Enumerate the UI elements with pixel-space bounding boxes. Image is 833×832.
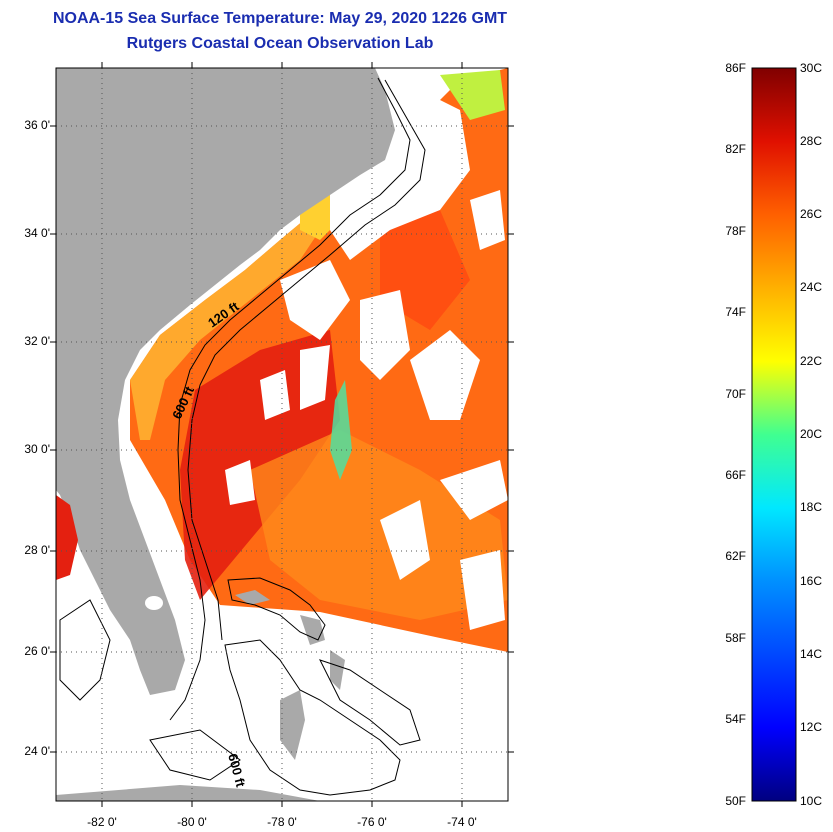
land-us-southeast [56,68,395,695]
lat-label-28: 28 0' [24,543,50,557]
cbar-c-28: 28C [800,134,823,148]
map-subtitle: Rutgers Coastal Ocean Observation Lab [126,35,434,52]
cbar-c-20: 20C [800,427,823,441]
cbar-f-74: 74F [725,305,746,319]
cbar-c-18: 18C [800,500,823,514]
cloud-cover [225,90,508,630]
cbar-f-82: 82F [725,142,746,156]
graticule [56,68,508,801]
lat-label-30: 30 0' [24,442,50,456]
sst-nearshore-band [130,215,330,440]
land-bahamas-andros [280,690,305,760]
lat-label-26: 26 0' [24,644,50,658]
cbar-f-70: 70F [725,387,746,401]
lon-label-80: -80 0' [177,815,207,829]
lon-label-82: -82 0' [87,815,117,829]
map-content: 120 ft 600 ft 600 ft [56,68,508,801]
cbar-c-14: 14C [800,647,823,661]
bathymetry-contours [59,77,426,796]
cbar-c-10: 10C [800,794,823,808]
sst-hot-region-2 [380,210,470,330]
cbar-f-62: 62F [725,549,746,563]
axis-ticks [50,62,514,807]
sst-teal-streak [330,380,352,480]
sst-mild-region [250,430,508,620]
map-title: NOAA-15 Sea Surface Temperature: May 29,… [52,10,508,27]
cbar-c-24: 24C [800,280,823,294]
cbar-c-16: 16C [800,574,823,588]
cbar-f-50: 50F [725,794,746,808]
land-bahamas-eleuthera [330,650,345,690]
lon-label-74: -74 0' [447,815,477,829]
cbar-c-26: 26C [800,207,823,221]
land-cuba-coast [56,785,320,801]
lat-label-36: 36 0' [24,118,50,132]
cbar-f-78: 78F [725,224,746,238]
cbar-f-58: 58F [725,631,746,645]
cbar-c-22: 22C [800,354,823,368]
lat-label-24: 24 0' [24,744,50,758]
sst-gulf-patch [56,495,78,580]
cbar-f-54: 54F [725,712,746,726]
land-bahamas-grand [235,590,270,605]
cbar-f-66: 66F [725,468,746,482]
cbar-c-12: 12C [800,720,823,734]
cbar-f-86: 86F [725,61,746,75]
sst-cool-patch [440,70,505,120]
lon-label-78: -78 0' [267,815,297,829]
cbar-c-30: 30C [800,61,823,75]
lat-label-32: 32 0' [24,334,50,348]
lon-label-76: -76 0' [357,815,387,829]
colorbar [751,67,797,802]
lat-label-34: 34 0' [24,226,50,240]
lake-okeechobee [145,596,163,610]
